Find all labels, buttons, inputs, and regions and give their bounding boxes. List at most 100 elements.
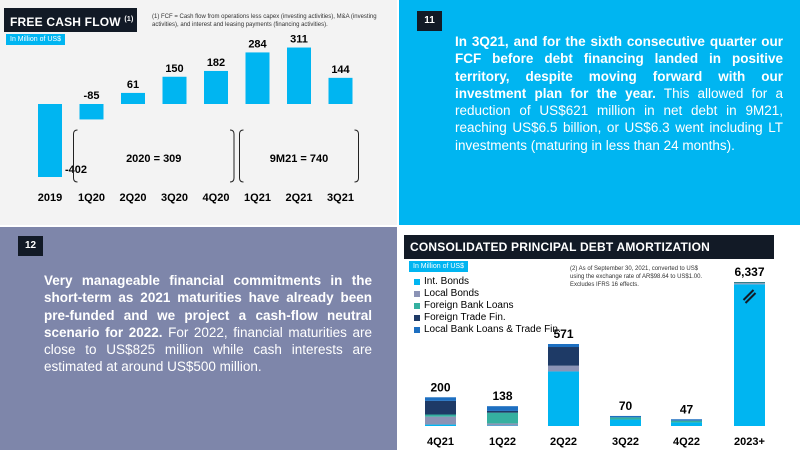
slide-number-12: 12 [18,236,43,256]
legend-swatch [414,327,420,333]
fcf-bar-2Q20 [121,92,145,104]
legend-item: Foreign Bank Loans [414,300,561,312]
debt-category-label-2023+: 2023+ [734,436,765,448]
fcf-category-label-1Q20: 1Q20 [78,192,105,204]
debt-bar-4Q21-series-0 [425,424,456,426]
commentary-panel-11: 11 In 3Q21, and for the sixth consecutiv… [399,0,800,225]
debt-bar-3Q22-series-2 [610,417,641,420]
fcf-category-label-2019: 2019 [38,192,62,204]
slide-number-11: 11 [417,11,442,31]
fcf-bar-3Q21 [328,77,353,104]
debt-title-sup: (2) [481,267,491,274]
legend-label: Local Bonds [424,288,480,299]
legend-swatch [414,279,420,285]
fcf-value-label-3Q20: 150 [165,63,183,75]
panel-11-bold-text: In 3Q21, and for the sixth consecutive q… [455,34,783,101]
fcf-category-label-3Q20: 3Q20 [161,192,188,204]
fcf-bar-2Q21 [287,47,311,104]
legend-swatch [414,303,420,309]
debt-bar-2Q22-series-4 [548,344,579,348]
fcf-bar-4Q20 [204,70,228,104]
debt-bar-4Q21-series-2 [425,414,456,417]
fcf-value-label-2Q21: 311 [290,34,308,46]
debt-bar-3Q22-series-4 [610,415,641,418]
panel-11-text: In 3Q21, and for the sixth consecutive q… [455,33,783,154]
fcf-bracket-2020 [73,129,235,183]
legend-item: Local Bank Loans & Trade Fin. [414,324,561,336]
panel-12-text: Very manageable financial commitments in… [44,272,372,376]
fcf-bar-3Q20 [162,76,187,104]
legend-label: Local Bank Loans & Trade Fin. [424,324,561,335]
debt-bar-2023+-series-1 [734,283,765,285]
debt-chart-legend: Int. Bonds Local Bonds Foreign Bank Loans F… [414,276,561,336]
legend-label: Int. Bonds [424,276,470,287]
debt-bar-2023+-series-0 [734,284,765,426]
debt-bar-4Q22-series-4 [671,419,702,421]
debt-total-label-4Q22: 47 [680,402,694,416]
debt-unit-label: In Million of US$ [409,261,468,272]
debt-bar-2Q22-series-0 [548,371,579,426]
fcf-value-label-2Q20: 61 [127,79,139,91]
debt-bar-1Q22-series-3 [487,410,518,413]
free-cash-flow-panel: FREE CASH FLOW (1) (1) FCF = Cash flow f… [0,0,397,225]
fcf-value-label-1Q20: -85 [84,90,100,102]
fcf-category-label-1Q21: 1Q21 [244,192,271,204]
fcf-category-label-3Q21: 3Q21 [327,192,354,204]
fcf-bar-1Q21 [245,52,270,104]
fcf-title: FREE CASH FLOW [10,15,121,29]
debt-total-label-2023+: 6,337 [734,265,764,279]
commentary-panel-12: 12 Very manageable financial commitments… [0,227,397,450]
legend-swatch [414,291,420,297]
fcf-title-bar: FREE CASH FLOW (1) [4,8,137,32]
fcf-category-label-2Q20: 2Q20 [120,192,147,204]
debt-total-label-2Q22: 571 [553,327,573,341]
debt-bar-4Q22-series-2 [671,420,702,423]
fcf-bar-1Q20 [79,104,104,120]
debt-bar-2Q22-series-3 [548,347,579,366]
legend-label: Foreign Trade Fin. [424,312,506,323]
debt-bar-1Q22-series-2 [487,412,518,424]
fcf-group-label-9M21: 9M21 = 740 [270,153,328,165]
panel-12-regular-text: For 2022, financial maturities are close… [44,324,372,375]
debt-category-label-4Q22: 4Q22 [673,436,700,448]
debt-category-label-4Q21: 4Q21 [427,436,454,448]
fcf-value-label-3Q21: 144 [331,64,350,76]
fcf-footnote: (1) FCF = Cash flow from operations less… [152,14,377,29]
fcf-value-label-4Q20: 182 [207,57,225,69]
fcf-value-label-1Q21: 284 [248,38,267,50]
debt-bar-4Q22-series-0 [671,422,702,426]
debt-bar-4Q21-series-1 [425,416,456,425]
debt-axis-break-icon [742,289,757,304]
legend-item: Int. Bonds [414,276,561,288]
debt-bar-4Q21-series-3 [425,400,456,415]
debt-bar-1Q22-series-4 [487,406,518,411]
debt-bar-4Q21-series-4 [425,397,456,401]
fcf-category-label-2Q21: 2Q21 [286,192,313,204]
panel-11-regular-text: This allowed for a reduction of US$621 m… [455,85,783,153]
debt-bar-1Q22-series-1 [487,423,518,426]
debt-footnote: (2) As of September 30, 2021, converted … [570,266,703,289]
debt-bar-3Q22-series-0 [610,419,641,426]
debt-category-label-2Q22: 2Q22 [550,436,577,448]
fcf-category-label-4Q20: 4Q20 [203,192,230,204]
debt-bar-2023+-series-2 [734,282,765,284]
debt-total-label-4Q21: 200 [430,380,450,394]
debt-total-label-3Q22: 70 [619,399,633,413]
fcf-title-sup: (1) [124,16,134,23]
legend-item: Local Bonds [414,288,561,300]
debt-bar-2Q22-series-1 [548,365,579,372]
fcf-unit-label: In Million of US$ [6,34,65,45]
fcf-bar-2019 [38,104,62,177]
debt-amortization-panel: CONSOLIDATED PRINCIPAL DEBT AMORTIZATION… [399,227,800,450]
debt-category-label-1Q22: 1Q22 [489,436,516,448]
fcf-group-label-2020: 2020 = 309 [126,153,181,165]
legend-label: Foreign Bank Loans [424,300,514,311]
debt-title-bar: CONSOLIDATED PRINCIPAL DEBT AMORTIZATION… [404,235,774,280]
fcf-value-label-2019: -402 [65,164,87,176]
legend-swatch [414,315,420,321]
debt-category-label-3Q22: 3Q22 [612,436,639,448]
legend-item: Foreign Trade Fin. [414,312,561,324]
debt-total-label-1Q22: 138 [492,389,512,403]
panel-12-bold-text: Very manageable financial commitments in… [44,273,372,340]
